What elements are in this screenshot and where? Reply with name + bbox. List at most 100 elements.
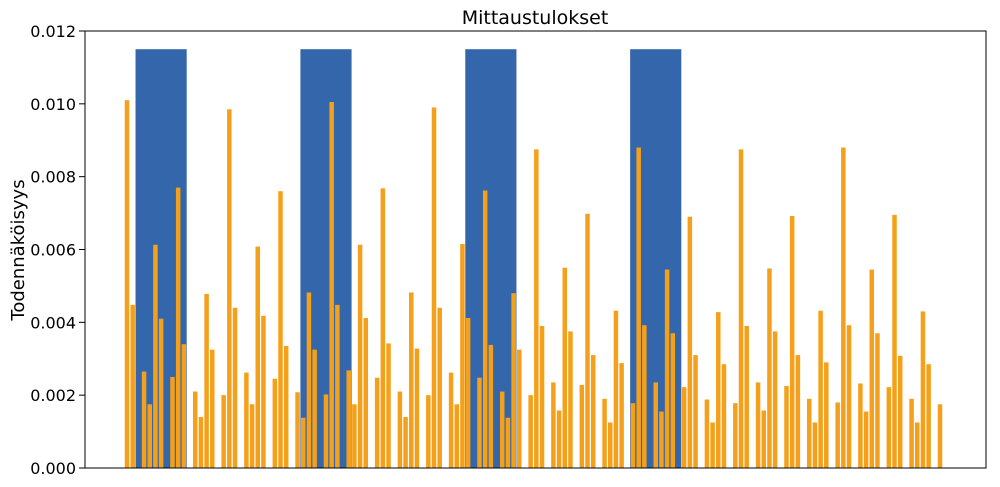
bar <box>448 372 454 468</box>
bar <box>886 387 892 468</box>
bar <box>283 346 289 468</box>
bar <box>710 422 715 468</box>
bar <box>568 331 573 468</box>
bar <box>210 349 215 468</box>
bar <box>630 403 636 468</box>
bar <box>329 102 334 468</box>
bar <box>789 215 795 468</box>
bar <box>312 349 317 468</box>
bar <box>306 292 312 468</box>
bar <box>659 411 664 468</box>
bar <box>897 355 903 468</box>
y-tick-label: 0.002 <box>30 386 76 405</box>
bar <box>642 325 647 468</box>
bar <box>158 318 164 468</box>
bar <box>278 191 283 468</box>
bar <box>761 410 767 468</box>
bar <box>426 395 431 468</box>
bar <box>431 107 437 468</box>
bar <box>687 216 693 468</box>
bar <box>858 383 863 468</box>
bar <box>915 422 920 468</box>
bar <box>357 244 363 468</box>
bar <box>192 391 198 468</box>
bar <box>482 190 488 468</box>
bar <box>556 410 562 468</box>
bar <box>551 382 556 468</box>
bar <box>300 417 306 468</box>
bar <box>846 325 852 468</box>
bar <box>130 304 135 468</box>
bar <box>909 398 914 468</box>
bar <box>198 417 204 468</box>
bar <box>704 399 710 468</box>
y-tick-label: 0.004 <box>30 313 76 332</box>
bar <box>204 293 209 468</box>
bar <box>818 310 823 468</box>
bars <box>124 100 943 469</box>
bar <box>363 317 369 468</box>
bar <box>767 268 772 468</box>
bar <box>454 404 459 468</box>
bar <box>232 307 238 468</box>
bar <box>170 376 175 468</box>
bar <box>863 411 869 468</box>
bar <box>147 404 152 468</box>
bar <box>221 395 226 468</box>
y-axis-label: Todennäköisyys <box>8 179 29 321</box>
bar <box>255 246 261 468</box>
bar <box>249 404 255 468</box>
bar <box>323 394 329 468</box>
bar <box>175 187 181 468</box>
bar <box>124 100 130 469</box>
bar <box>534 149 539 468</box>
bar <box>386 343 391 468</box>
bar <box>244 372 249 468</box>
bar <box>414 348 420 468</box>
bar <box>733 403 738 468</box>
bar <box>374 377 380 468</box>
chart-title: Mittaustulokset <box>462 7 609 29</box>
bar <box>841 147 846 469</box>
bar <box>590 355 596 468</box>
bar <box>539 325 545 468</box>
bar <box>619 363 624 468</box>
bar <box>437 307 442 468</box>
bar <box>499 391 505 468</box>
bar <box>664 269 670 468</box>
y-tick-label: 0.008 <box>30 168 76 187</box>
bar <box>824 362 829 468</box>
bar <box>721 364 727 468</box>
bar <box>460 244 465 468</box>
bar <box>869 269 875 468</box>
bar <box>261 315 266 468</box>
bar <box>806 398 812 468</box>
bar <box>477 377 482 468</box>
bar <box>744 325 749 468</box>
bar <box>511 293 516 468</box>
bar <box>585 213 590 468</box>
bar <box>926 364 931 468</box>
bar <box>653 382 658 468</box>
bar <box>636 147 641 469</box>
bar <box>562 267 568 468</box>
bar <box>181 344 187 468</box>
y-tick-label: 0.006 <box>30 241 76 260</box>
bar <box>227 109 232 468</box>
bar <box>755 382 761 468</box>
y-tick-label: 0.012 <box>30 22 76 41</box>
bar <box>681 387 687 468</box>
y-tick-label: 0.000 <box>30 459 76 478</box>
bar <box>772 331 778 468</box>
bar <box>517 349 522 468</box>
bar <box>812 422 818 468</box>
bar <box>670 333 676 468</box>
bar <box>795 355 801 468</box>
bar <box>272 378 278 468</box>
bar <box>579 384 585 468</box>
bar <box>602 398 607 468</box>
bar <box>141 371 147 468</box>
bar <box>892 214 897 468</box>
bar <box>613 310 619 468</box>
